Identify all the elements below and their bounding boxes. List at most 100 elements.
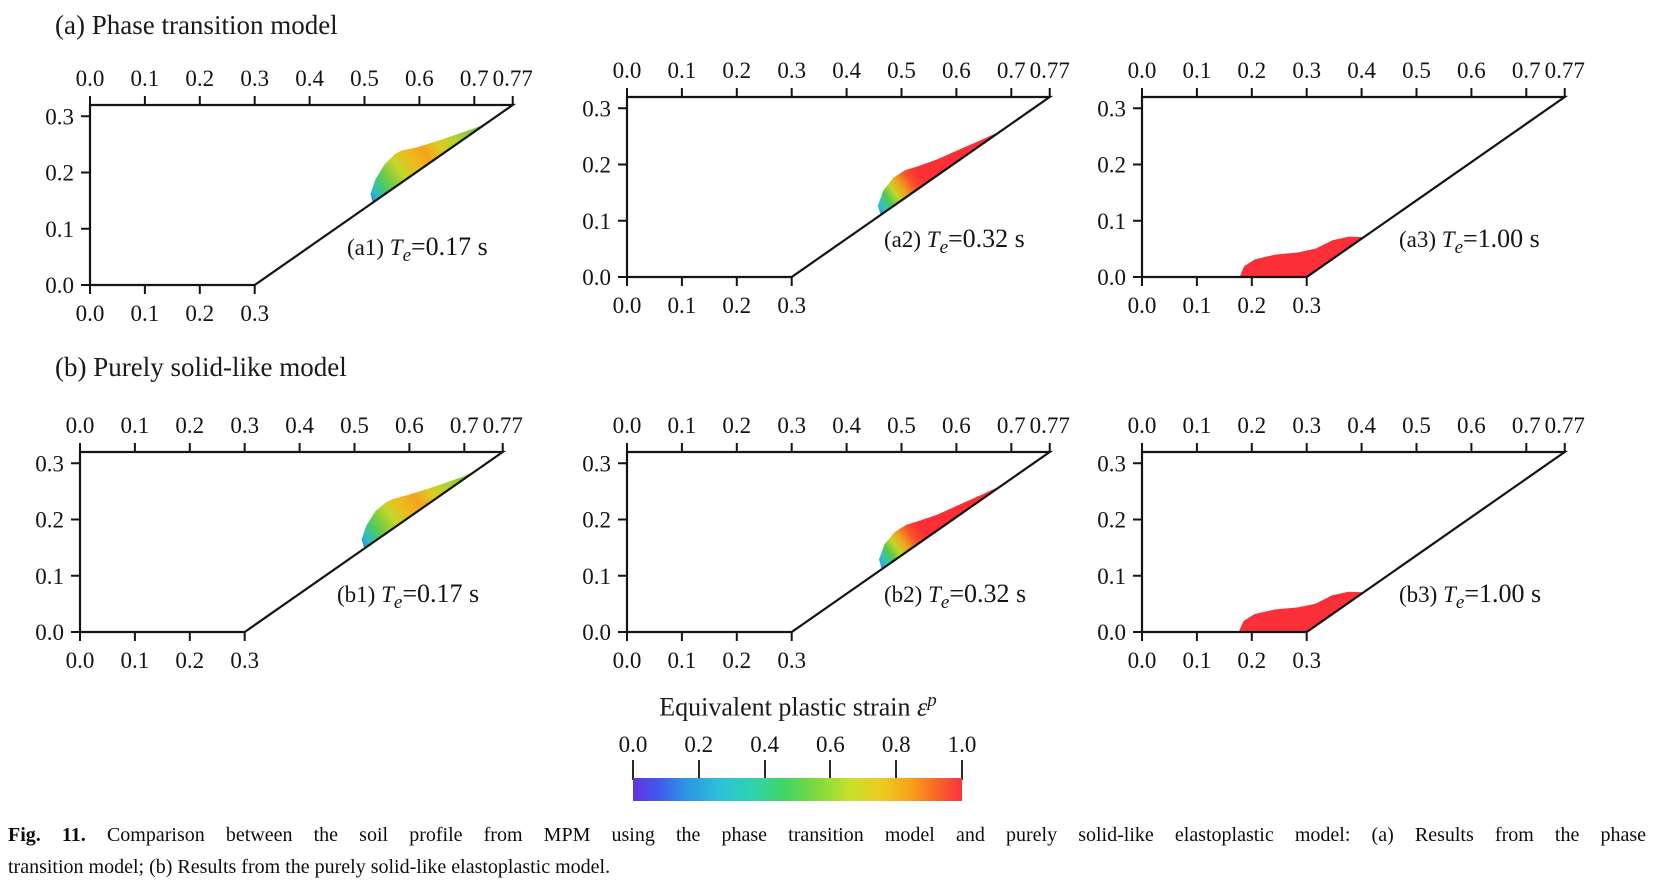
top-axis-tick-label: 0.3 (1292, 58, 1321, 83)
bottom-axis-tick-label: 0.1 (668, 293, 697, 318)
top-axis-tick-label: 0.4 (832, 413, 861, 438)
panel-tag-prefix: (a3) (1399, 227, 1442, 252)
panel-tag-subscript: e (941, 592, 949, 613)
top-axis-tick-label: 0.5 (1402, 413, 1431, 438)
bottom-axis-tick-label: 0.2 (185, 301, 214, 326)
epsilon-superscript: p (927, 690, 937, 711)
plot-panel-a3: 0.0 0.1 0.2 0.3 0.4 0.5 0.6 0.7 0.77 0.3 0.2 0.1 0.0… (1097, 58, 1585, 318)
panel-tag-value: =0.17 s (411, 232, 488, 261)
caption-tag: Fig. 11. (8, 824, 86, 846)
panel-tag-prefix: (a1) (347, 235, 390, 260)
top-axis-tick-label: 0.2 (185, 66, 214, 91)
top-axis-tick-label: 0.0 (76, 66, 105, 91)
left-axis-tick-label: 0.1 (582, 564, 611, 589)
bottom-axis-tick-label: 0.0 (613, 648, 642, 673)
bottom-axis-tick-label: 0.2 (1237, 648, 1266, 673)
panel-tag: (b3) Te=1.00 s (1399, 579, 1541, 613)
colorbar-title-text: Equivalent plastic strain (659, 692, 911, 722)
bottom-axis-tick-label: 0.0 (1128, 648, 1157, 673)
top-axis-tick-label: 0.2 (722, 413, 751, 438)
left-axis-tick-label: 0.2 (582, 153, 611, 178)
top-axis-tick-label: 0.1 (1183, 413, 1212, 438)
top-axis-tick-label: 0.77 (1545, 58, 1585, 83)
panel-tag: (a3) Te=1.00 s (1399, 224, 1540, 258)
top-axis-tick-label: 0.7 (1512, 413, 1541, 438)
top-axis-tick-label: 0.3 (777, 413, 806, 438)
panel-tag-subscript: e (403, 245, 411, 266)
left-axis-tick-label: 0.1 (582, 209, 611, 234)
left-axis-tick-label: 0.0 (582, 265, 611, 290)
panel-tag-value: =0.32 s (948, 224, 1025, 253)
top-axis-tick-label: 0.4 (1347, 58, 1376, 83)
bottom-axis-tick-label: 0.2 (175, 648, 204, 673)
plot-panel-b3: 0.0 0.1 0.2 0.3 0.4 0.5 0.6 0.7 0.77 0.3 0.2 0.1 0.0… (1097, 413, 1585, 673)
panel-tag-prefix: (b2) (884, 582, 928, 607)
left-axis-tick-label: 0.0 (1097, 265, 1126, 290)
plot-panel-a1: 0.0 0.1 0.2 0.3 0.4 0.5 0.6 0.7 0.77 0.3 0.2 0.1 0.0… (45, 66, 533, 326)
left-axis-tick-label: 0.3 (582, 451, 611, 476)
left-axis-tick-label: 0.1 (1097, 564, 1126, 589)
top-axis-tick-label: 0.2 (722, 58, 751, 83)
caption-line-1: Fig. 11. Comparison between the soil pro… (8, 820, 1646, 852)
colorbar-tick (829, 760, 832, 780)
top-axis-tick-label: 0.0 (613, 58, 642, 83)
top-axis-tick-label: 0.77 (483, 413, 523, 438)
plot-panel-b2: 0.0 0.1 0.2 0.3 0.4 0.5 0.6 0.7 0.77 0.3 0.2 0.1 0.0… (582, 413, 1070, 673)
bottom-axis-tick-label: 0.1 (1183, 293, 1212, 318)
colorbar-tick-label: 0.8 (881, 732, 911, 757)
colorbar-tick-label: 0.2 (684, 732, 714, 757)
panel-tag-T: T (381, 582, 396, 607)
top-axis-tick-label: 0.77 (493, 66, 533, 91)
left-axis-tick-label: 0.0 (35, 620, 64, 645)
top-axis-tick-label: 0.7 (460, 66, 489, 91)
panel-tag-T: T (927, 227, 942, 252)
left-axis-tick-label: 0.0 (45, 273, 74, 298)
top-axis-tick-label: 0.4 (285, 413, 314, 438)
left-axis-tick-label: 0.3 (45, 104, 74, 129)
top-axis-tick-label: 0.77 (1030, 413, 1070, 438)
bottom-axis-tick-label: 0.2 (722, 293, 751, 318)
bottom-axis-tick-label: 0.3 (240, 301, 269, 326)
plot-panel-a2: 0.0 0.1 0.2 0.3 0.4 0.5 0.6 0.7 0.77 0.3 0.2 0.1 0.0… (582, 58, 1070, 318)
top-axis-tick-label: 0.4 (832, 58, 861, 83)
left-axis-tick-label: 0.2 (1097, 153, 1126, 178)
panel-tag-T: T (390, 235, 405, 260)
panel-tag-prefix: (b3) (1399, 582, 1443, 607)
colorbar-tick-label: 0.4 (750, 732, 779, 757)
colorbar-scale: 0.0 0.2 0.4 0.6 0.8 1.0 (619, 732, 976, 780)
top-axis-tick-label: 0.6 (1457, 413, 1486, 438)
bottom-axis-tick-label: 0.0 (1128, 293, 1157, 318)
top-axis-tick-label: 0.5 (887, 413, 916, 438)
bottom-axis-tick-label: 0.3 (1292, 293, 1321, 318)
left-axis-tick-label: 0.1 (1097, 209, 1126, 234)
plot-panel-b1: 0.0 0.1 0.2 0.3 0.4 0.5 0.6 0.7 0.77 0.3 0.2 0.1 0.0… (35, 413, 523, 673)
top-axis-tick-label: 0.6 (942, 413, 971, 438)
top-axis-tick-label: 0.5 (1402, 58, 1431, 83)
top-axis-tick-label: 0.5 (350, 66, 379, 91)
panel-tag-T: T (1442, 227, 1457, 252)
top-axis-tick-label: 0.4 (295, 66, 324, 91)
bottom-axis-tick-label: 0.3 (230, 648, 259, 673)
panel-tag-subscript: e (394, 592, 402, 613)
top-axis-tick-label: 0.6 (942, 58, 971, 83)
panel-tag-value: =0.17 s (402, 579, 479, 608)
colorbar-tick (632, 760, 634, 780)
panel-tag-T: T (928, 582, 943, 607)
top-axis-tick-label: 0.1 (1183, 58, 1212, 83)
top-axis-tick-label: 0.7 (997, 58, 1026, 83)
bottom-axis-tick-label: 0.1 (1183, 648, 1212, 673)
top-axis-tick-label: 0.4 (1347, 413, 1376, 438)
bottom-axis-tick-label: 0.2 (722, 648, 751, 673)
colorbar-tick-label: 0.6 (816, 732, 845, 757)
top-axis-tick-label: 0.0 (1128, 58, 1157, 83)
top-axis-tick-label: 0.1 (668, 58, 697, 83)
top-axis-tick-label: 0.2 (1237, 58, 1266, 83)
caption-line-2: transition model; (b) Results from the p… (8, 855, 611, 878)
top-axis-tick-label: 0.0 (66, 413, 95, 438)
epsilon-symbol: ε (917, 692, 928, 722)
left-axis-tick-label: 0.1 (45, 217, 74, 242)
panel-tag: (b2) Te=0.32 s (884, 579, 1026, 613)
panel-tag-value: =1.00 s (1463, 224, 1540, 253)
left-axis-tick-label: 0.0 (582, 620, 611, 645)
top-axis-tick-label: 0.7 (1512, 58, 1541, 83)
